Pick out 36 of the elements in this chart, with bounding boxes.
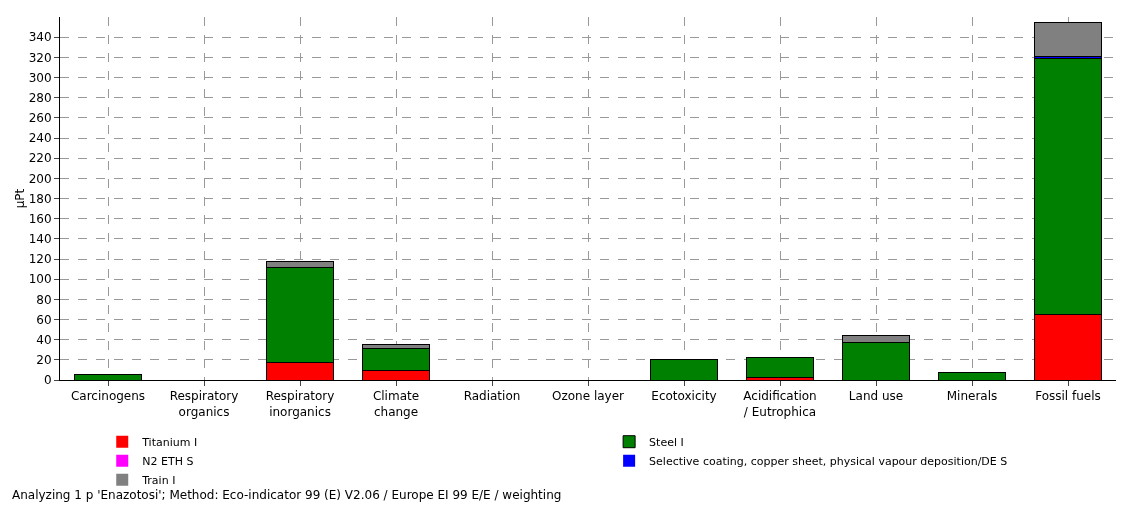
text: Analyzing 1 p 'Enazotosi'; Method: Eco-indicator 99 (E) V2.06 / Europe EI 99 E/E / weighting <box>12 488 562 502</box>
y-tick-label: 200 <box>28 171 52 186</box>
legend-label: Titanium I <box>141 435 198 449</box>
y-tick-label: 100 <box>28 272 52 287</box>
x-tick-label: Land use <box>848 389 904 404</box>
y-tick-label: 320 <box>28 50 52 65</box>
y-tick-label: 120 <box>28 252 52 267</box>
y-tick-label: 340 <box>28 30 52 45</box>
x-tick-label: Fossil fuels <box>1035 389 1101 404</box>
y-tick-label: 40 <box>36 332 52 347</box>
y-tick-label: 20 <box>36 353 52 368</box>
y-tick-label: 300 <box>28 70 52 85</box>
x-tick-label: Minerals <box>946 389 998 404</box>
y-tick-label: 160 <box>28 211 52 226</box>
x-tick-label: Radiation <box>463 389 521 404</box>
legend-label: N2 ETH S <box>142 454 194 468</box>
y-axis-title: µPt <box>12 188 27 209</box>
y-tick-label: 180 <box>28 191 52 206</box>
y-tick-label: 80 <box>36 292 52 307</box>
x-tick-label: Ozone layer <box>552 389 625 404</box>
legend-label: Selective coating, copper sheet, physical vapour deposition/DE S <box>649 454 1008 468</box>
y-tick-label: 260 <box>28 111 52 126</box>
x-tick-label: Respiratory inorganics <box>265 389 335 419</box>
y-tick-label: 280 <box>28 90 52 105</box>
y-tick-label: 0 <box>43 373 52 388</box>
legend-label: Steel I <box>649 435 684 449</box>
x-tick-label: Ecotoxicity <box>651 389 717 404</box>
y-tick-label: 140 <box>28 232 52 247</box>
x-tick-label: Respiratory organics <box>169 389 239 419</box>
y-tick-label: 240 <box>28 131 52 146</box>
legend-label: Train I <box>141 473 176 487</box>
y-tick-label: 220 <box>28 151 52 166</box>
x-tick-label: Climate change <box>372 389 420 419</box>
x-tick-label: Acidification / Eutrophica <box>743 389 817 419</box>
x-tick-label: Carcinogens <box>70 389 146 404</box>
y-tick-label: 60 <box>36 312 52 327</box>
